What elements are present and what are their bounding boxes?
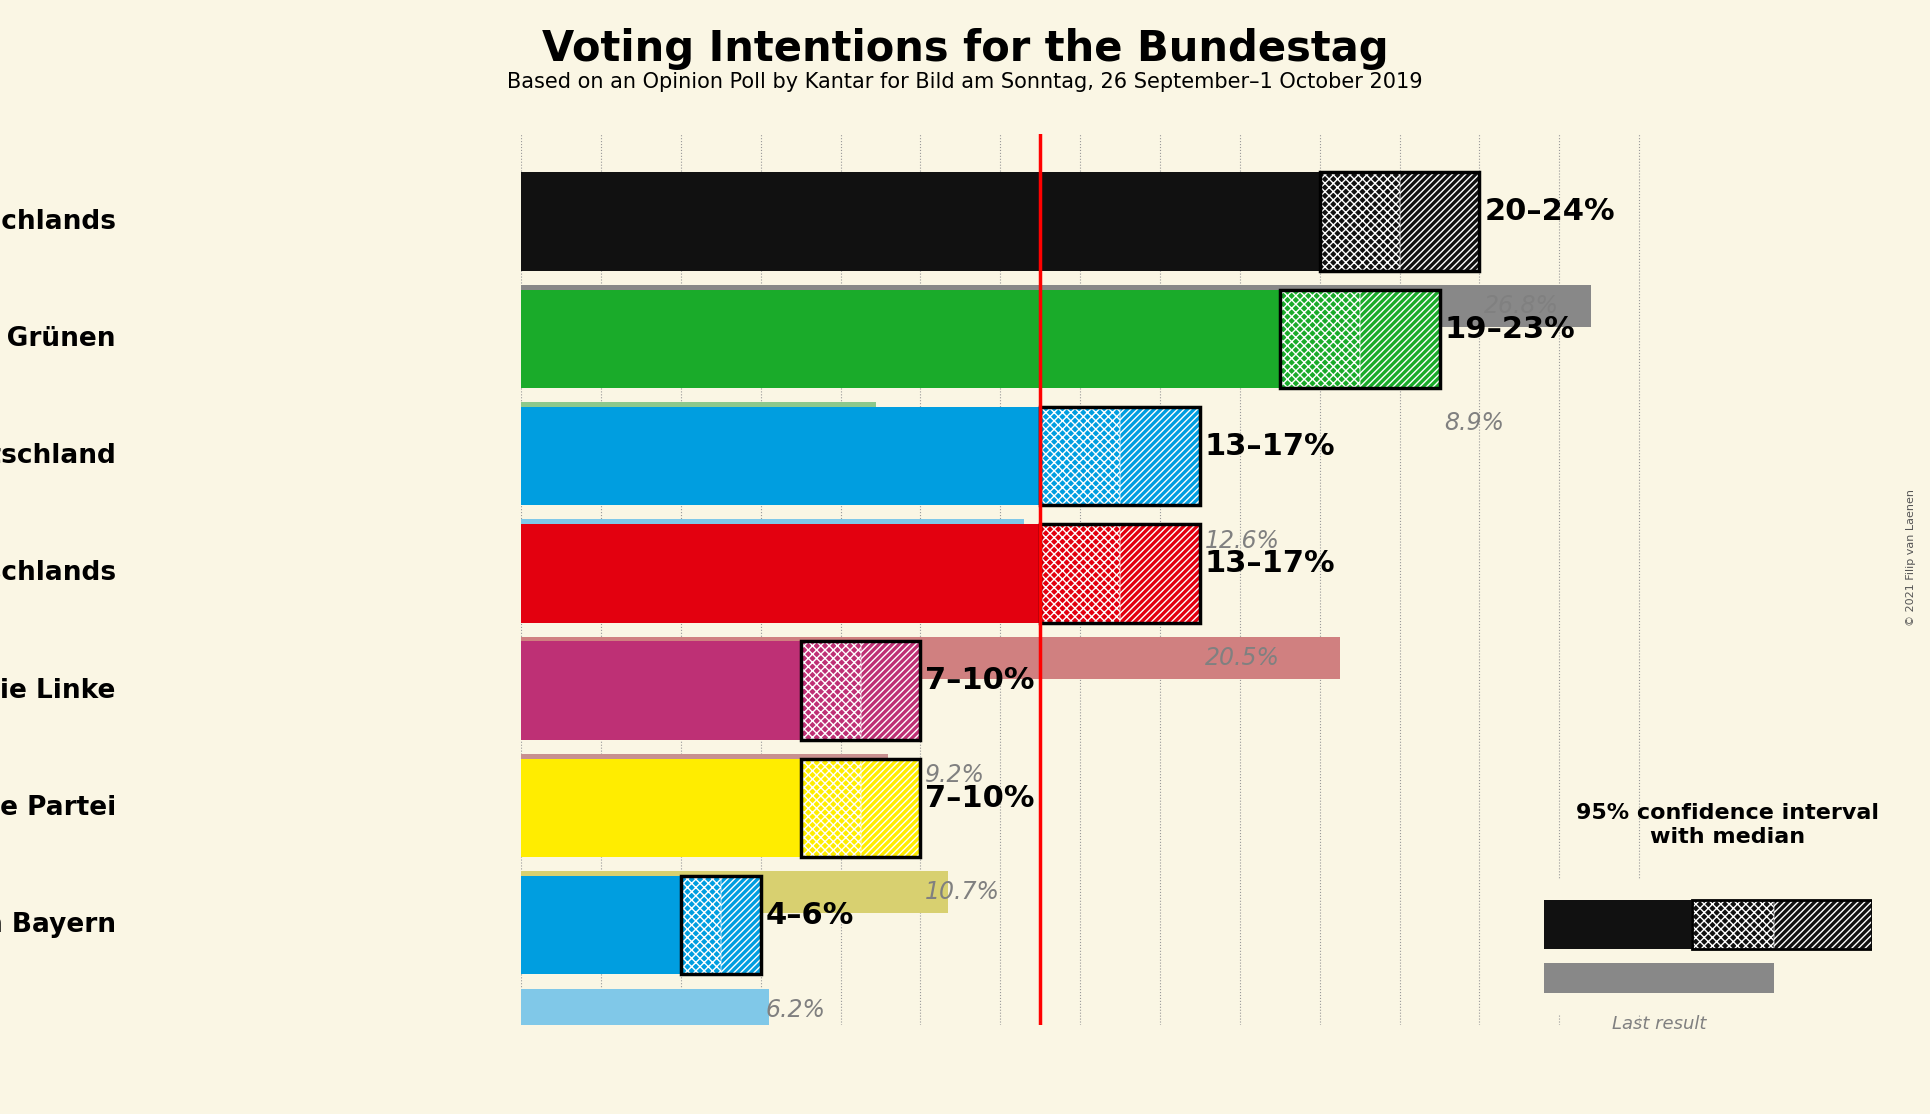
Bar bbox=[1359, 290, 1440, 388]
Text: 19–23%: 19–23% bbox=[1444, 314, 1575, 343]
Bar bbox=[1119, 525, 1200, 623]
Text: 20.5%: 20.5% bbox=[1204, 646, 1280, 670]
Bar bbox=[521, 988, 768, 1030]
Bar bbox=[1359, 290, 1440, 388]
Text: Sozialdemokratische Partei Deutschlands: Sozialdemokratische Partei Deutschlands bbox=[0, 560, 116, 586]
Bar bbox=[1544, 964, 1774, 993]
Text: Freie Demokratische Partei: Freie Demokratische Partei bbox=[0, 795, 116, 821]
Bar bbox=[801, 642, 861, 740]
Bar bbox=[861, 759, 921, 857]
Text: 12.6%: 12.6% bbox=[1204, 528, 1280, 553]
Bar bbox=[521, 642, 801, 740]
Bar bbox=[1691, 900, 1774, 949]
Bar bbox=[521, 525, 1040, 623]
Bar bbox=[521, 754, 888, 797]
Bar bbox=[1040, 407, 1119, 506]
Text: Voting Intentions for the Bundestag: Voting Intentions for the Bundestag bbox=[542, 28, 1388, 70]
Bar bbox=[801, 642, 861, 740]
Bar bbox=[1399, 173, 1480, 271]
Bar bbox=[861, 642, 921, 740]
Bar bbox=[801, 759, 861, 857]
Text: © 2021 Filip van Laenen: © 2021 Filip van Laenen bbox=[1907, 489, 1916, 625]
Bar bbox=[801, 759, 921, 857]
Bar bbox=[1119, 407, 1200, 506]
Bar bbox=[1040, 525, 1119, 623]
Text: Bündnis 90/Die Grünen: Bündnis 90/Die Grünen bbox=[0, 326, 116, 352]
Bar bbox=[1320, 173, 1399, 271]
Bar bbox=[681, 876, 720, 975]
Text: Christlich-Soziale Union in Bayern: Christlich-Soziale Union in Bayern bbox=[0, 912, 116, 938]
Bar bbox=[1774, 900, 1872, 949]
Bar bbox=[1040, 407, 1119, 506]
Text: 26.8%: 26.8% bbox=[1484, 294, 1559, 319]
Text: 8.9%: 8.9% bbox=[1444, 411, 1503, 436]
Bar bbox=[521, 637, 1339, 678]
Bar bbox=[521, 407, 1040, 506]
Bar bbox=[1691, 900, 1872, 949]
Bar bbox=[1119, 525, 1200, 623]
Bar bbox=[801, 759, 861, 857]
Text: Alternative für Deutschland: Alternative für Deutschland bbox=[0, 443, 116, 469]
Bar bbox=[1280, 290, 1359, 388]
Bar bbox=[521, 285, 1590, 328]
Text: 13–17%: 13–17% bbox=[1204, 432, 1336, 461]
Bar bbox=[521, 402, 876, 444]
Bar bbox=[1774, 900, 1872, 949]
Bar bbox=[681, 876, 720, 975]
Bar bbox=[1544, 900, 1691, 949]
Bar bbox=[521, 519, 1025, 561]
Bar bbox=[1320, 173, 1480, 271]
Bar bbox=[521, 173, 1320, 271]
Bar bbox=[720, 876, 760, 975]
Text: 10.7%: 10.7% bbox=[924, 880, 1000, 905]
Text: 7–10%: 7–10% bbox=[924, 783, 1034, 812]
Bar bbox=[720, 876, 760, 975]
Bar bbox=[1280, 290, 1440, 388]
Text: Christlich Demokratische Union Deutschlands: Christlich Demokratische Union Deutschla… bbox=[0, 208, 116, 235]
Text: Last result: Last result bbox=[1612, 1015, 1706, 1033]
Bar bbox=[861, 642, 921, 740]
Bar bbox=[521, 290, 1280, 388]
Text: 20–24%: 20–24% bbox=[1484, 197, 1615, 226]
Bar bbox=[1320, 173, 1399, 271]
Text: 7–10%: 7–10% bbox=[924, 666, 1034, 695]
Text: 95% confidence interval
with median: 95% confidence interval with median bbox=[1577, 803, 1878, 847]
Bar bbox=[801, 642, 921, 740]
Text: 9.2%: 9.2% bbox=[924, 763, 984, 788]
Text: 13–17%: 13–17% bbox=[1204, 549, 1336, 578]
Bar bbox=[1040, 407, 1200, 506]
Bar bbox=[1691, 900, 1774, 949]
Bar bbox=[521, 876, 681, 975]
Bar bbox=[1040, 525, 1200, 623]
Bar bbox=[1399, 173, 1480, 271]
Text: 4–6%: 4–6% bbox=[766, 901, 853, 930]
Bar bbox=[1040, 525, 1119, 623]
Bar bbox=[521, 871, 948, 913]
Bar bbox=[521, 759, 801, 857]
Text: Die Linke: Die Linke bbox=[0, 677, 116, 704]
Bar bbox=[861, 759, 921, 857]
Bar bbox=[681, 876, 760, 975]
Bar bbox=[1119, 407, 1200, 506]
Text: Based on an Opinion Poll by Kantar for Bild am Sonntag, 26 September–1 October 2: Based on an Opinion Poll by Kantar for B… bbox=[508, 72, 1422, 92]
Text: 6.2%: 6.2% bbox=[766, 998, 826, 1022]
Bar bbox=[1280, 290, 1359, 388]
